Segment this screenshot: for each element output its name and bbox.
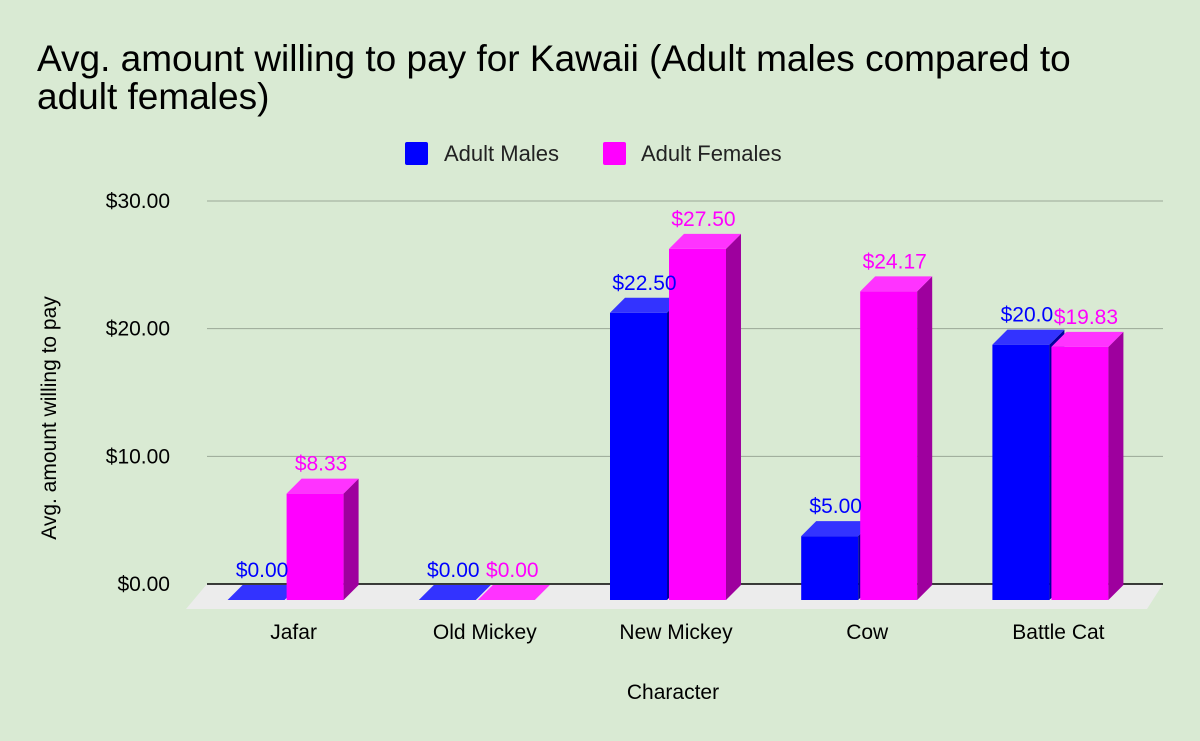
bar-adult-females-old-mickey (477, 585, 550, 600)
category-label-new-mickey: New Mickey (619, 621, 733, 644)
legend-label-adult-males: Adult Males (444, 141, 559, 166)
data-label-adult-females-old-mickey: $0.00 (486, 559, 539, 582)
data-label-adult-males-cow: $5.00 (809, 495, 862, 518)
category-label-old-mickey: Old Mickey (433, 621, 537, 644)
bar-adult-females-battle-cat (1051, 331, 1124, 600)
data-label-adult-males-jafar: $0.00 (236, 559, 289, 582)
y-tick-label: $20.00 (106, 318, 170, 341)
bar-adult-females-new-mickey (669, 233, 741, 600)
y-tick-label: $0.00 (117, 573, 170, 596)
y-tick-label: $30.00 (106, 190, 170, 213)
legend-swatch-adult-males (405, 142, 428, 165)
data-label-adult-males-new-mickey: $22.50 (612, 272, 676, 295)
data-labels: $0.00 $8.33 $0.00 $0.00 $22.50 $27.50 $5.00 $24… (236, 208, 1118, 582)
x-axis-title: Character (627, 681, 719, 704)
data-label-adult-females-cow: $24.17 (863, 250, 927, 273)
bar-adult-females-cow (860, 276, 933, 600)
data-label-adult-females-jafar: $8.33 (295, 453, 348, 476)
data-label-adult-females-new-mickey: $27.50 (671, 208, 735, 231)
y-tick-label: $10.00 (106, 445, 170, 468)
legend: Adult Males Adult Females (405, 141, 782, 166)
data-label-adult-females-battle-cat: $19.83 (1054, 306, 1118, 329)
y-axis-title: Avg. amount willing to pay (38, 296, 61, 540)
chart-title-line-1: Avg. amount willing to pay for Kawaii (A… (37, 38, 1071, 79)
category-label-battle-cat: Battle Cat (1012, 621, 1104, 644)
bar-adult-males-old-mickey (418, 585, 491, 600)
bar-adult-females-jafar (286, 478, 359, 600)
category-label-jafar: Jafar (270, 621, 317, 644)
legend-swatch-adult-females (603, 142, 626, 165)
chart-title-line-2: adult females) (37, 76, 269, 117)
legend-label-adult-females: Adult Females (641, 141, 782, 166)
data-label-adult-males-battle-cat: $20.0 (1001, 304, 1054, 327)
data-label-adult-males-old-mickey: $0.00 (427, 559, 480, 582)
bars (227, 233, 1124, 600)
category-label-cow: Cow (846, 621, 889, 644)
y-axis-ticks: $0.00 $10.00 $20.00 $30.00 (106, 190, 170, 596)
x-axis-categories: Jafar Old Mickey New Mickey Cow Battle Cat (270, 621, 1104, 644)
bar-adult-males-jafar (227, 585, 300, 600)
